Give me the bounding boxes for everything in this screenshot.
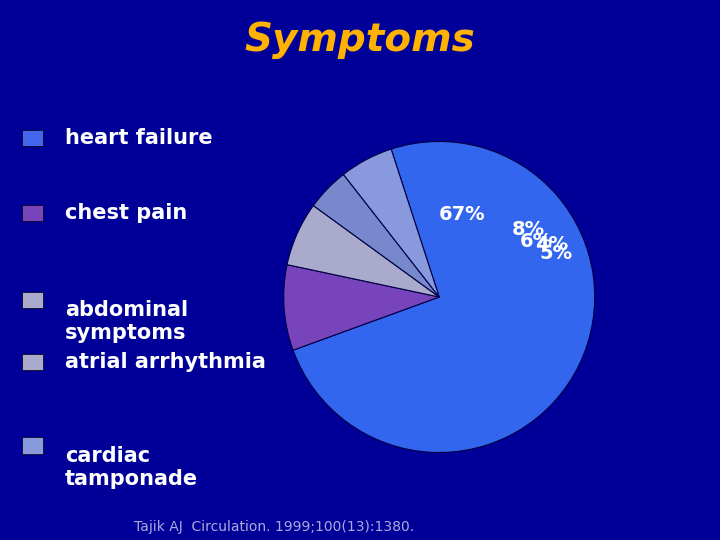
Text: chest pain: chest pain: [65, 203, 187, 224]
Text: heart failure: heart failure: [65, 127, 212, 148]
Wedge shape: [293, 141, 595, 453]
Text: 5%: 5%: [539, 244, 572, 263]
Wedge shape: [313, 174, 439, 297]
Text: Symptoms: Symptoms: [245, 21, 475, 59]
Text: atrial arrhythmia: atrial arrhythmia: [65, 352, 266, 372]
Wedge shape: [343, 149, 439, 297]
Wedge shape: [287, 206, 439, 297]
Wedge shape: [284, 265, 439, 350]
Text: cardiac
tamponade: cardiac tamponade: [65, 446, 198, 489]
Text: abdominal
symptoms: abdominal symptoms: [65, 300, 188, 343]
Text: 8%: 8%: [512, 220, 545, 239]
Text: 6%: 6%: [520, 232, 553, 251]
Text: Tajik AJ  Circulation. 1999;100(13):1380.: Tajik AJ Circulation. 1999;100(13):1380.: [133, 519, 414, 534]
Text: 67%: 67%: [438, 205, 485, 224]
Text: 4%: 4%: [536, 235, 569, 254]
